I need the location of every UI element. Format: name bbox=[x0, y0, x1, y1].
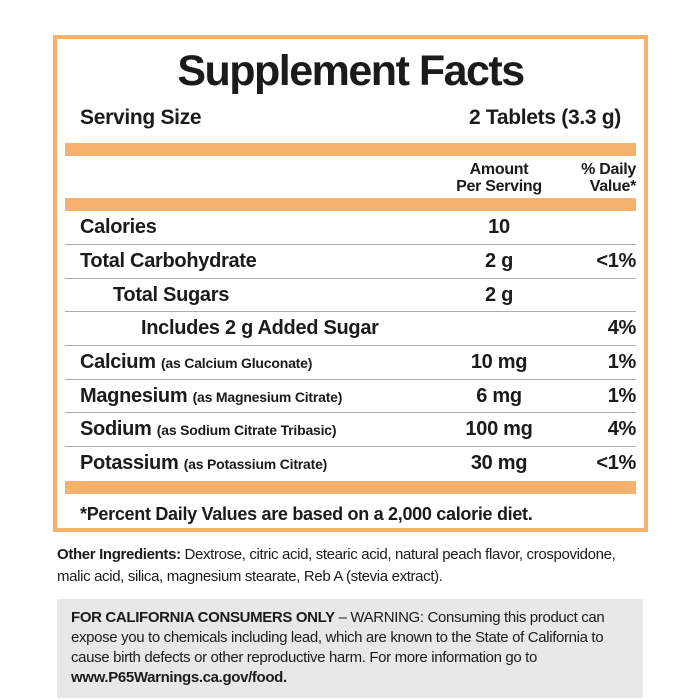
nutrient-name: Total Sugars bbox=[113, 283, 230, 306]
nutrient-amount: 10 mg bbox=[470, 350, 528, 373]
column-headers: Amount Per Serving % Daily Value* bbox=[65, 161, 636, 195]
nutrient-name: Total Carbohydrate bbox=[80, 249, 257, 272]
serving-size-label: Serving Size bbox=[80, 106, 202, 130]
column-header-daily-value: % Daily Value* bbox=[581, 161, 636, 196]
nutrient-amount: 2 g bbox=[485, 249, 513, 272]
divider-bar-bottom bbox=[65, 480, 636, 494]
divider-bar-top bbox=[65, 143, 636, 157]
serving-size-value: 2 Tablets (3.3 g) bbox=[468, 106, 621, 130]
nutrient-amount: 6 mg bbox=[476, 384, 522, 407]
nutrient-amount: 30 mg bbox=[470, 452, 528, 475]
nutrient-form: (as Magnesium Citrate) bbox=[192, 388, 343, 405]
nutrient-row: Total Carbohydrate 2 g <1% bbox=[65, 245, 636, 279]
nutrient-name: Calcium (as Calcium Gluconate) bbox=[80, 350, 313, 373]
nutrient-daily-value: 1% bbox=[607, 384, 637, 407]
nutrient-row: Sodium (as Sodium Citrate Tribasic) 100 … bbox=[65, 413, 637, 448]
nutrient-form: (as Potassium Citrate) bbox=[183, 456, 328, 473]
nutrient-amount: 10 bbox=[488, 216, 510, 239]
nutrient-form: (as Calcium Gluconate) bbox=[160, 354, 313, 371]
nutrient-row: Includes 2 g Added Sugar 4% bbox=[65, 312, 637, 347]
daily-value-footnote: *Percent Daily Values are based on a 2,0… bbox=[80, 503, 533, 524]
nutrient-name: Calories bbox=[80, 216, 157, 239]
serving-size-row: Serving Size 2 Tablets (3.3 g) bbox=[65, 106, 636, 130]
panel-title: Supplement Facts bbox=[177, 47, 525, 95]
nutrient-row: Calories 10 bbox=[65, 211, 636, 245]
nutrient-daily-value: <1% bbox=[596, 452, 636, 475]
nutrient-row: Total Sugars 2 g bbox=[65, 279, 636, 313]
nutrient-name: Sodium (as Sodium Citrate Tribasic) bbox=[80, 418, 337, 441]
nutrient-daily-value: 1% bbox=[607, 350, 637, 373]
nutrient-row: Magnesium (as Magnesium Citrate) 6 mg 1% bbox=[65, 380, 636, 414]
other-ingredients: Other Ingredients: Dextrose, citric acid… bbox=[57, 544, 635, 588]
nutrient-row: Potassium (as Potassium Citrate) 30 mg <… bbox=[65, 447, 636, 481]
nutrient-daily-value: 4% bbox=[607, 418, 637, 441]
california-warning-link: www.P65Warnings.ca.gov/food. bbox=[71, 668, 287, 686]
nutrient-name: Potassium (as Potassium Citrate) bbox=[80, 452, 328, 475]
other-ingredients-label: Other Ingredients: bbox=[57, 546, 181, 563]
nutrient-rows: Calories 10 Total Carbohydrate 2 g <1% T… bbox=[65, 211, 636, 481]
nutrient-row: Calcium (as Calcium Gluconate) 10 mg 1% bbox=[65, 346, 636, 380]
other-ingredients-text: Dextrose, citric acid, stearic acid, nat… bbox=[57, 546, 616, 585]
nutrient-amount: 100 mg bbox=[465, 418, 533, 441]
nutrient-amount: 2 g bbox=[485, 283, 513, 306]
california-warning-label: FOR CALIFORNIA CONSUMERS ONLY bbox=[71, 609, 335, 626]
nutrient-daily-value: 4% bbox=[607, 317, 637, 340]
nutrient-name: Magnesium (as Magnesium Citrate) bbox=[80, 384, 343, 407]
column-header-amount: Amount Per Serving bbox=[456, 161, 542, 196]
nutrient-form: (as Sodium Citrate Tribasic) bbox=[156, 422, 337, 439]
nutrient-name: Includes 2 g Added Sugar bbox=[141, 317, 379, 340]
california-warning-text: – WARNING: Consuming this product can ex… bbox=[71, 609, 605, 666]
nutrient-daily-value: <1% bbox=[596, 249, 636, 272]
divider-bar-header bbox=[65, 198, 636, 212]
california-warning-box: FOR CALIFORNIA CONSUMERS ONLY – WARNING:… bbox=[57, 599, 643, 698]
supplement-facts-panel: Supplement Facts Serving Size 2 Tablets … bbox=[53, 35, 648, 532]
